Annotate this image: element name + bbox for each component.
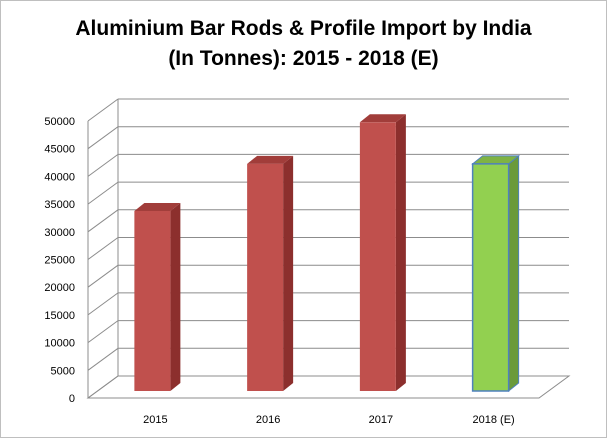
bar-side-2018 (E) <box>508 154 520 393</box>
side-gridline <box>87 126 119 150</box>
y-tick-label: 15000 <box>44 310 75 322</box>
bar-side-2015 <box>170 202 181 391</box>
y-tick-label: 0 <box>69 393 75 405</box>
y-tick-label: 10000 <box>44 338 75 350</box>
y-tick-label: 40000 <box>44 171 75 183</box>
side-gridline <box>87 292 119 316</box>
x-tick-label-2018 (E): 2018 (E) <box>473 414 515 426</box>
y-tick-label: 50000 <box>44 116 75 128</box>
chart-title-line-2: (In Tonnes): 2015 - 2018 (E) <box>168 47 439 70</box>
bar-2018 (E) <box>471 163 510 392</box>
chart-floor <box>86 375 571 399</box>
y-tick-label: 35000 <box>44 199 75 211</box>
x-tick-label-2015: 2015 <box>143 414 167 426</box>
y-tick-label: 45000 <box>44 144 75 156</box>
x-tick-label-2016: 2016 <box>256 414 280 426</box>
bar-top-2016 <box>247 155 294 164</box>
side-gridline <box>87 181 119 205</box>
side-gridline <box>87 347 119 371</box>
side-gridline <box>87 264 119 288</box>
y-tick-label: 5000 <box>51 365 75 377</box>
bar-top-2015 <box>134 202 181 211</box>
bar-2017 <box>359 122 396 391</box>
y-tick-label: 30000 <box>44 227 75 239</box>
bar-2015 <box>134 210 171 391</box>
chart-title-line-1: Aluminium Bar Rods & Profile Import by I… <box>75 17 532 40</box>
side-gridline <box>87 209 119 233</box>
side-gridline <box>87 153 119 177</box>
side-gridline <box>87 98 119 122</box>
bar-side-2017 <box>395 114 406 391</box>
x-tick-label-2017: 2017 <box>369 414 393 426</box>
bar-top-2017 <box>359 114 406 123</box>
bar-side-2016 <box>283 155 294 391</box>
side-gridline <box>87 237 119 260</box>
y-tick-label: 20000 <box>44 282 75 294</box>
bar-2016 <box>247 163 284 391</box>
y-tick-label: 25000 <box>44 255 75 267</box>
side-gridline <box>87 320 119 344</box>
